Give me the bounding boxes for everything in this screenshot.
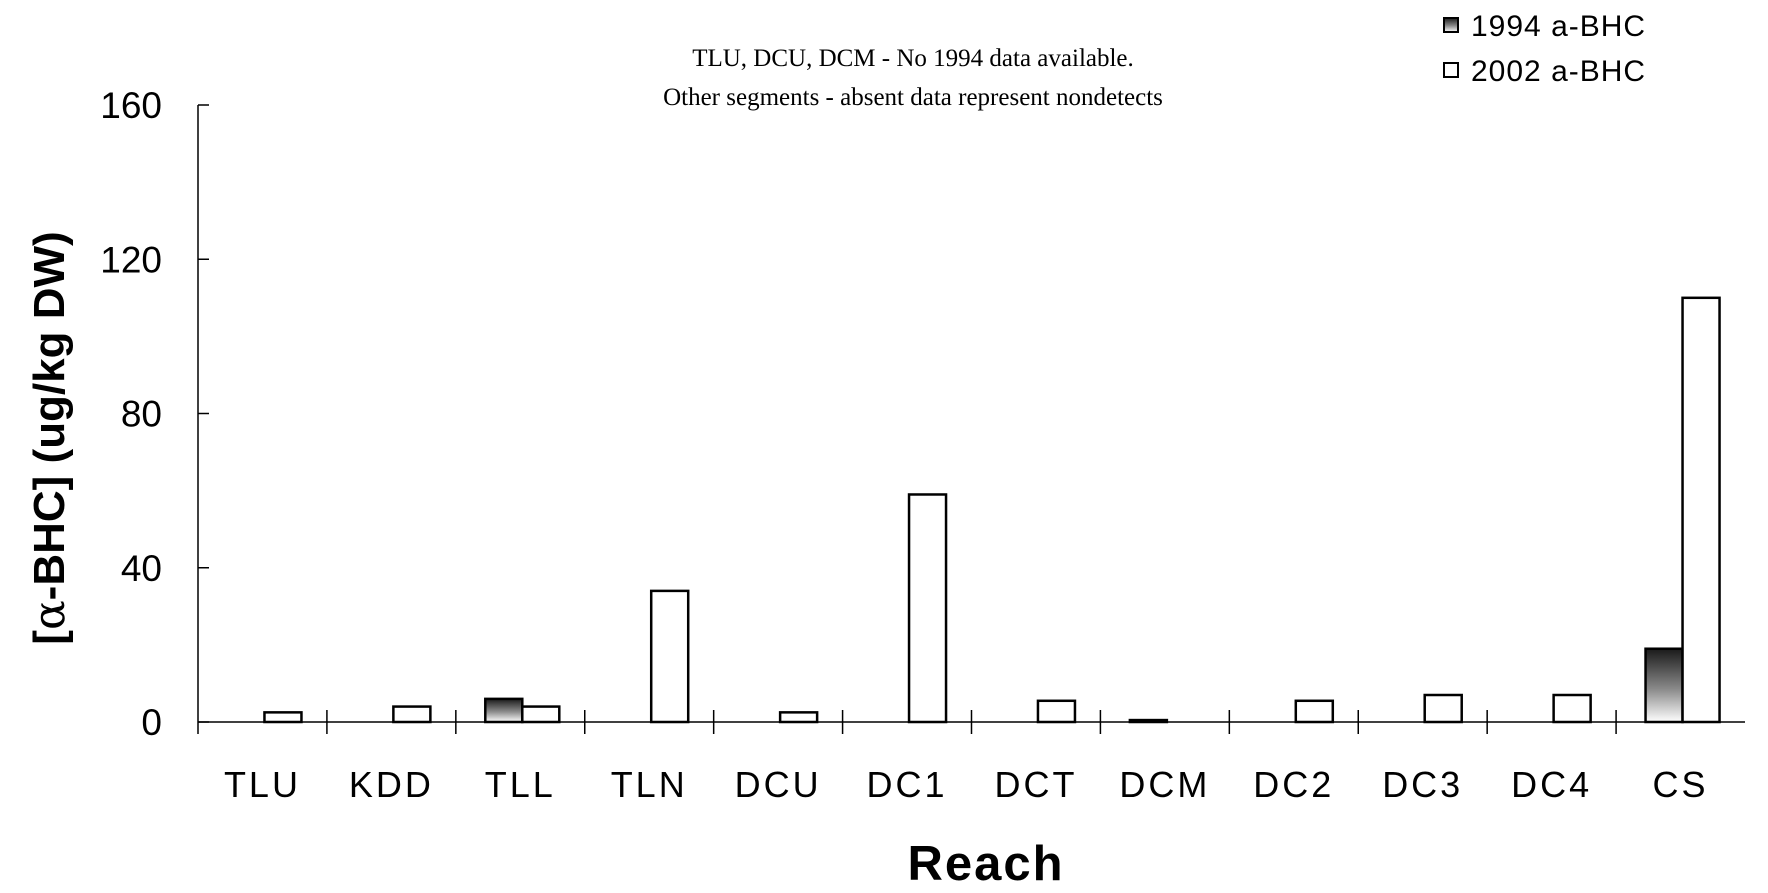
bar-2002: [907, 493, 948, 724]
y-tick-label: 0: [141, 702, 162, 743]
bar-2002: [1681, 296, 1721, 724]
y-axis-label: [α-BHC] (ug/kg DW): [24, 231, 75, 644]
bar-2002: [1294, 699, 1335, 724]
bar-2002: [1036, 699, 1077, 724]
x-tick-label: CS: [1653, 764, 1709, 805]
x-tick-label: TLU: [224, 764, 301, 805]
bar-2002: [392, 705, 432, 724]
x-axis-label: Reach: [907, 837, 1064, 888]
x-tick-label: TLN: [611, 764, 688, 805]
legend-label-2002: 2002 a-BHC: [1471, 55, 1646, 88]
bar-2002: [649, 589, 690, 724]
bar-1994: [1644, 647, 1684, 724]
x-tick-label: DCU: [735, 764, 822, 805]
annotation-line-1: TLU, DCU, DCM - No 1994 data available.: [692, 45, 1134, 72]
x-tick-label: DC4: [1511, 764, 1592, 805]
x-tick-label: TLL: [485, 764, 556, 805]
legend-swatch-2002: [1443, 62, 1459, 78]
bar-2002: [1423, 693, 1463, 724]
x-tick-label: KDD: [349, 764, 434, 805]
x-tick-label: DCT: [994, 764, 1077, 805]
x-tick-label: DC1: [867, 764, 948, 805]
legend: 1994 a-BHC 2002 a-BHC: [1443, 10, 1646, 88]
axes: [197, 104, 1745, 734]
y-tick-label: 120: [100, 239, 162, 280]
x-tick-label: DC3: [1382, 764, 1463, 805]
bar-2002: [263, 711, 303, 724]
bar-2002: [1552, 693, 1592, 724]
annotation-line-2: Other segments - absent data represent n…: [663, 84, 1163, 111]
bars: [263, 296, 1721, 724]
tick-labels: 0 40 80 120 160 TLU KDD TLL TLN DCU DC1 DCT DCM DC2 DC…: [100, 85, 1709, 805]
x-tick-label: DCM: [1119, 764, 1210, 805]
y-tick-label: 160: [100, 85, 162, 126]
y-tick-label: 80: [121, 394, 162, 435]
bar-1994: [1128, 718, 1169, 724]
bar-2002: [521, 705, 561, 724]
legend-label-1994: 1994 a-BHC: [1471, 10, 1646, 43]
x-tick-label: DC2: [1253, 764, 1334, 805]
bar-2002: [778, 711, 819, 724]
bar-1994: [484, 697, 524, 724]
y-tick-label: 40: [121, 548, 162, 589]
chart-annotation: TLU, DCU, DCM - No 1994 data available. …: [663, 45, 1163, 111]
legend-swatch-1994: [1443, 17, 1459, 33]
